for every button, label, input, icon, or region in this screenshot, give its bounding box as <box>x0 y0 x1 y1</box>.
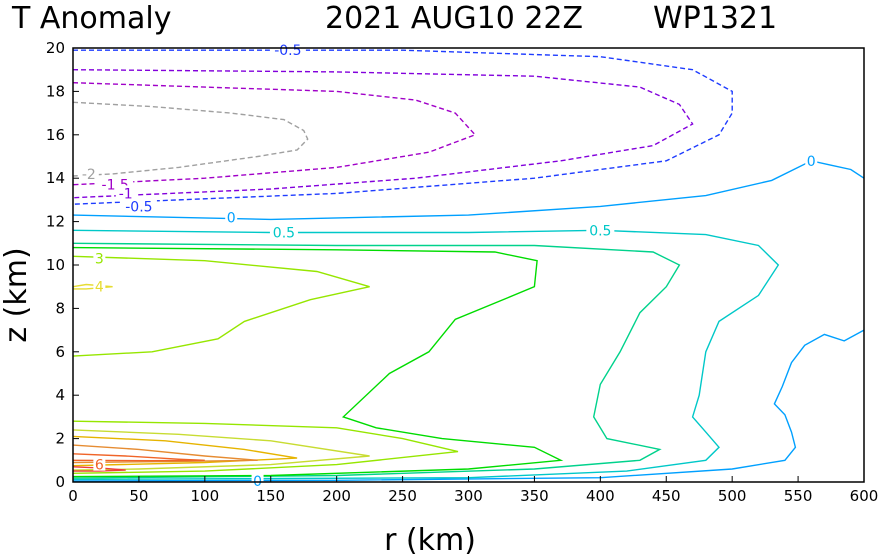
contour-line <box>72 255 370 357</box>
contour-label-bg <box>93 250 106 265</box>
contour-label: 6 <box>95 458 104 474</box>
x-tick-label: 400 <box>586 487 615 505</box>
y-tick-label: 6 <box>55 343 65 361</box>
contour-line <box>72 160 865 221</box>
contour-label: 0 <box>227 210 236 226</box>
x-tick-label: 600 <box>850 487 879 505</box>
contour-label-bg <box>269 42 306 57</box>
title-storm: WP1321 <box>653 1 777 36</box>
y-tick-label: 10 <box>46 256 65 274</box>
contour-label: -0.5 <box>125 199 152 215</box>
contour-label-bg <box>115 185 136 200</box>
title-date: 2021 AUG10 22Z <box>325 1 583 36</box>
contour-label: 4 <box>95 280 104 296</box>
contour-label: 0.5 <box>589 223 611 239</box>
contour-line <box>72 82 477 186</box>
contour-label: -1 <box>119 186 133 202</box>
y-tick-label: 0 <box>55 473 65 491</box>
contour-label: -2 <box>82 167 96 183</box>
contour-line <box>72 420 459 474</box>
y-tick-label: 18 <box>46 82 65 100</box>
contour-line <box>72 283 113 290</box>
y-tick-label: 16 <box>46 126 65 144</box>
x-axis: 0 50 100 150 200 250 300 350 400 450 500 550 600 <box>68 476 878 505</box>
contour-line <box>72 229 780 481</box>
x-tick-label: 250 <box>388 487 417 505</box>
y-tick-label: 2 <box>55 430 65 448</box>
y-axis-label: z (km) <box>0 247 34 342</box>
contour-label-bg <box>78 165 99 180</box>
contour-line <box>72 101 309 177</box>
contour-line <box>72 435 298 467</box>
x-tick-label: 50 <box>129 487 148 505</box>
contour-label-bg <box>586 222 615 237</box>
contour-label: 0 <box>807 154 816 170</box>
x-tick-label: 450 <box>652 487 681 505</box>
x-tick-label: 500 <box>718 487 747 505</box>
contour-layer <box>72 49 865 482</box>
contour-label-bg <box>805 152 818 167</box>
y-tick-label: 14 <box>46 169 65 187</box>
x-tick-label: 0 <box>68 487 78 505</box>
chart-title: T Anomaly 2021 AUG10 22Z WP1321 <box>11 1 777 36</box>
contour-label: -0.5 <box>274 43 301 59</box>
contour-line <box>72 246 564 478</box>
y-tick-label: 12 <box>46 213 65 231</box>
y-axis: 0 2 4 6 8 10 12 14 16 18 20 <box>46 39 79 491</box>
contour-line <box>72 453 205 462</box>
contour-label-bg <box>251 472 264 487</box>
y-tick-label: 20 <box>46 39 65 57</box>
x-tick-label: 200 <box>322 487 351 505</box>
contour-line <box>72 49 733 205</box>
x-axis-label: r (km) <box>384 523 476 558</box>
x-tick-label: 100 <box>191 487 220 505</box>
plot-frame <box>72 47 865 483</box>
contour-label: 3 <box>95 251 104 267</box>
y-tick-label: 4 <box>55 386 65 404</box>
contour-line <box>72 466 126 472</box>
contour-line <box>72 444 258 464</box>
contour-line <box>72 429 370 471</box>
x-tick-label: 550 <box>784 487 813 505</box>
contour-label: 0.5 <box>273 225 295 241</box>
contour-label-bg <box>225 209 238 224</box>
y-tick-label: 8 <box>55 299 65 317</box>
title-left: T Anomaly <box>11 1 171 36</box>
x-tick-label: 300 <box>454 487 483 505</box>
contour-label-bg <box>93 278 106 293</box>
contour-line <box>72 69 694 199</box>
contour-label-bg <box>93 456 106 471</box>
x-tick-label: 150 <box>256 487 285 505</box>
contour-label-bg <box>269 224 298 239</box>
contour-line <box>72 329 865 482</box>
contour-line <box>72 242 681 479</box>
x-tick-label: 350 <box>520 487 549 505</box>
contour-label-bg <box>120 198 157 213</box>
